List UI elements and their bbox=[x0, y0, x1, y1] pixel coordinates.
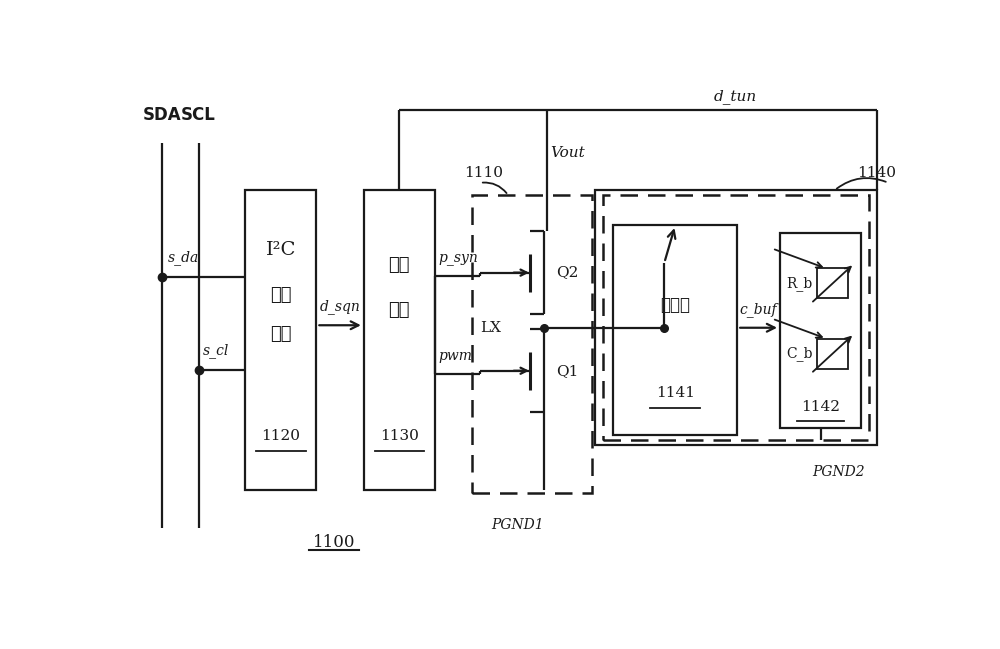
Text: s_cl: s_cl bbox=[202, 343, 229, 358]
Text: C_b: C_b bbox=[786, 346, 813, 361]
Text: d_sqn: d_sqn bbox=[320, 299, 360, 314]
Text: 1110: 1110 bbox=[464, 166, 503, 180]
Text: p_syn: p_syn bbox=[439, 251, 479, 265]
Text: 1120: 1120 bbox=[261, 429, 300, 443]
Text: Vout: Vout bbox=[551, 146, 585, 160]
Text: 控制: 控制 bbox=[389, 256, 410, 275]
Bar bbox=[472, 195, 592, 493]
Text: Q1: Q1 bbox=[556, 363, 578, 378]
Text: 电路: 电路 bbox=[389, 301, 410, 319]
Text: 模块: 模块 bbox=[270, 325, 292, 343]
Text: 1142: 1142 bbox=[801, 400, 840, 413]
Bar bbox=[780, 233, 861, 428]
Text: c_buf: c_buf bbox=[740, 302, 777, 317]
Text: 总线: 总线 bbox=[270, 286, 292, 304]
Text: SCL: SCL bbox=[181, 106, 216, 124]
Bar bbox=[595, 190, 877, 445]
Text: pwm: pwm bbox=[439, 349, 473, 363]
Text: R_b: R_b bbox=[786, 276, 812, 291]
Text: LX: LX bbox=[480, 321, 501, 335]
Bar bbox=[364, 190, 435, 490]
Text: PGND2: PGND2 bbox=[812, 465, 865, 479]
Bar bbox=[613, 225, 737, 435]
Text: I²C: I²C bbox=[266, 241, 296, 260]
Text: 1140: 1140 bbox=[857, 166, 896, 180]
Text: s_da: s_da bbox=[168, 250, 199, 265]
Text: d_tun: d_tun bbox=[713, 90, 757, 104]
Text: Q2: Q2 bbox=[556, 265, 578, 280]
Text: PGND1: PGND1 bbox=[492, 518, 544, 532]
Text: SDA: SDA bbox=[143, 106, 182, 124]
Bar bbox=[603, 195, 869, 440]
Bar bbox=[245, 190, 316, 490]
Text: 1141: 1141 bbox=[656, 386, 695, 400]
Text: 寄存器: 寄存器 bbox=[660, 296, 690, 314]
Bar bbox=[817, 269, 848, 299]
Text: 1130: 1130 bbox=[380, 429, 419, 443]
Text: 1100: 1100 bbox=[313, 534, 356, 551]
Bar bbox=[817, 339, 848, 369]
